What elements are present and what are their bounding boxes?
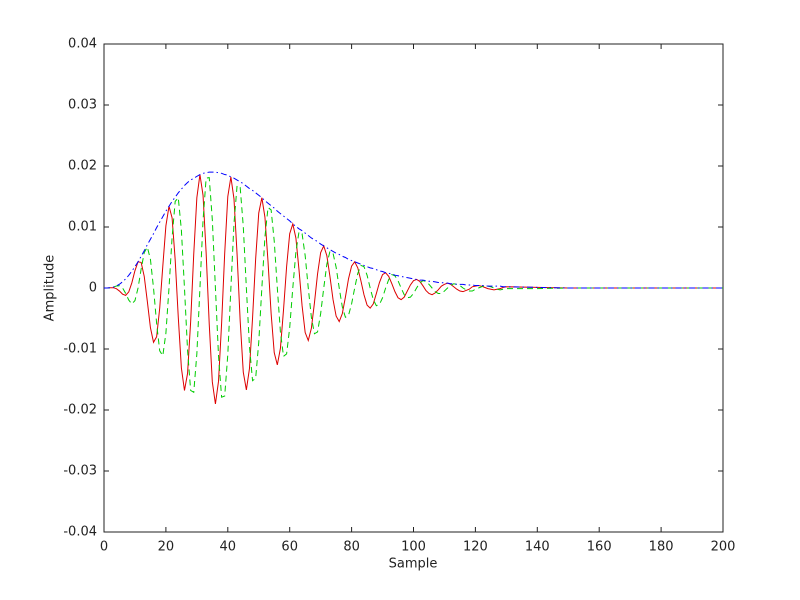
- x-tick-label: 200: [711, 540, 736, 555]
- x-tick-label: 40: [220, 540, 237, 555]
- y-tick-label: -0.01: [63, 342, 97, 357]
- series-line: [103, 171, 723, 289]
- y-tick-label: 0.04: [68, 37, 97, 52]
- x-tick-label: 60: [281, 540, 298, 555]
- series-line: [104, 176, 723, 398]
- y-tick-label: -0.02: [63, 403, 97, 418]
- y-tick-label: 0.02: [68, 159, 97, 174]
- y-tick-label: -0.03: [63, 464, 97, 479]
- x-tick-label: 0: [100, 540, 108, 555]
- y-tick-label: -0.04: [63, 525, 97, 540]
- x-tick-label: 100: [401, 540, 426, 555]
- x-tick-label: 140: [525, 540, 550, 555]
- x-axis-label: Sample: [389, 557, 438, 572]
- y-tick-label: 0.01: [68, 220, 97, 235]
- x-tick-label: 160: [587, 540, 612, 555]
- x-tick-label: 20: [158, 540, 175, 555]
- x-tick-label: 180: [649, 540, 674, 555]
- y-tick-label: 0: [89, 281, 97, 296]
- x-tick-label: 120: [463, 540, 488, 555]
- y-axis-label: Amplitude: [43, 255, 58, 322]
- y-tick-label: 0.03: [68, 98, 97, 113]
- x-tick-label: 80: [343, 540, 360, 555]
- series-line: [103, 174, 723, 404]
